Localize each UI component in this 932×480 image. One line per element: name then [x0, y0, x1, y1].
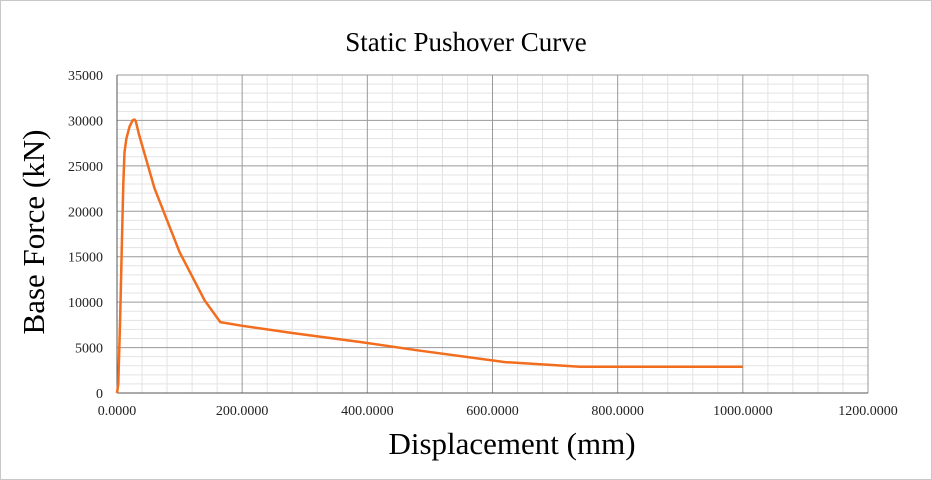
- y-tick-label: 0: [96, 387, 103, 402]
- axes: [116, 75, 868, 394]
- x-tick-label: 800.0000: [591, 404, 644, 419]
- y-tick-label: 20000: [68, 205, 103, 220]
- x-tick-label: 1200.0000: [838, 404, 898, 419]
- x-tick-labels: 0.0000 200.0000 400.0000 600.0000 800.0000 10…: [98, 404, 898, 419]
- y-tick-label: 10000: [68, 296, 103, 311]
- y-tick-label: 30000: [68, 114, 103, 129]
- y-tick-label: 5000: [75, 342, 103, 357]
- y-tick-label: 15000: [68, 251, 103, 266]
- data-series: [115, 118, 743, 394]
- x-axis-label: Displacement (mm): [388, 426, 636, 461]
- x-tick-label: 1000.0000: [713, 404, 773, 419]
- x-tick-label: 200.0000: [216, 404, 269, 419]
- y-tick-label: 25000: [68, 160, 103, 175]
- x-tick-label: 600.0000: [466, 404, 519, 419]
- y-axis-label: Base Force (kN): [16, 129, 51, 335]
- pushover-curve-line: [115, 118, 743, 394]
- y-tick-label: 35000: [68, 69, 103, 84]
- y-tick-labels: 0 5000 10000 15000 20000 25000 30000 35000: [68, 69, 103, 402]
- x-tick-label: 400.0000: [341, 404, 394, 419]
- major-gridlines: [117, 74, 869, 393]
- chart-title: Static Pushover Curve: [345, 27, 587, 57]
- x-tick-label: 0.0000: [98, 404, 137, 419]
